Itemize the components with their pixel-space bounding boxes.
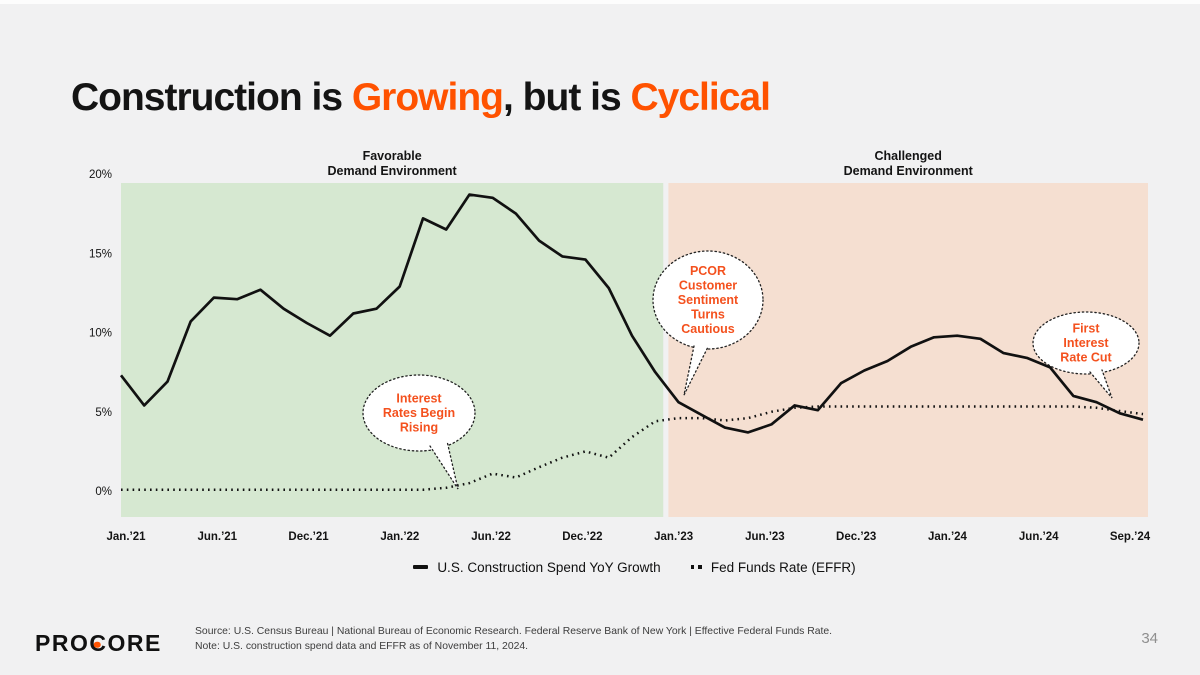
x-axis-label: Dec.’21 bbox=[288, 531, 329, 543]
legend-item-fed-funds: Fed Funds Rate (EFFR) bbox=[690, 559, 856, 575]
callout-text-interest-rates-begin-rising: Rates Begin bbox=[383, 406, 455, 420]
favorable-region-label: Demand Environment bbox=[328, 164, 458, 178]
y-axis-label: 10% bbox=[89, 328, 112, 340]
x-axis-label: Jan.’21 bbox=[107, 531, 147, 543]
logo-letter-c: C bbox=[89, 630, 107, 657]
callout-text-interest-rates-begin-rising: Interest bbox=[396, 391, 442, 405]
procore-logo: PROCORE bbox=[35, 630, 162, 657]
legend-label: U.S. Construction Spend YoY Growth bbox=[437, 559, 661, 575]
callout-bubble-pcor-customer-sentiment-turns-cautious bbox=[652, 250, 764, 350]
title-accent-segment: Cyclical bbox=[630, 76, 771, 120]
solid-line-swatch-icon bbox=[413, 565, 429, 569]
callout-text-pcor-customer-sentiment-turns-cautious: Turns bbox=[691, 308, 725, 322]
page-number: 34 bbox=[1141, 630, 1158, 647]
callout-text-pcor-customer-sentiment-turns-cautious: Customer bbox=[679, 278, 737, 292]
x-axis-label: Jan.’23 bbox=[654, 531, 693, 543]
chart-legend: U.S. Construction Spend YoY Growth Fed F… bbox=[121, 557, 1148, 577]
construction-spend-line bbox=[119, 193, 1144, 434]
y-axis-label: 0% bbox=[95, 486, 112, 498]
callout-text-first-interest-rate-cut: Rate Cut bbox=[1060, 351, 1112, 365]
y-axis-label: 20% bbox=[89, 169, 112, 181]
legend-label: Fed Funds Rate (EFFR) bbox=[710, 559, 856, 575]
x-axis-label: Jan.’24 bbox=[928, 531, 968, 543]
x-axis-label: Dec.’22 bbox=[562, 531, 602, 543]
callout-text-pcor-customer-sentiment-turns-cautious: Sentiment bbox=[678, 293, 739, 307]
x-axis-label: Jan.’22 bbox=[380, 531, 419, 543]
callout-tail-pcor-customer-sentiment-turns-cautious bbox=[683, 345, 709, 396]
legend-item-construction-spend: U.S. Construction Spend YoY Growth bbox=[413, 559, 661, 575]
logo-dot-icon bbox=[94, 641, 101, 648]
x-axis-label: Jun.’22 bbox=[471, 531, 511, 543]
title-text-segment: , but is bbox=[503, 76, 631, 120]
x-axis-label: Jun.’23 bbox=[745, 531, 785, 543]
favorable-region bbox=[121, 183, 664, 517]
challenged-region-label: Challenged bbox=[875, 149, 942, 163]
x-axis-label: Jun.’24 bbox=[1019, 531, 1059, 543]
callout-tail-first-interest-rate-cut bbox=[1089, 369, 1113, 399]
source-note: Source: U.S. Census Bureau | National Bu… bbox=[195, 625, 832, 654]
title-text-segment: Construction is bbox=[71, 76, 352, 120]
callout-text-pcor-customer-sentiment-turns-cautious: Cautious bbox=[681, 322, 735, 336]
logo-text: PRO bbox=[35, 630, 90, 656]
challenged-region-label: Demand Environment bbox=[844, 164, 974, 178]
callout-tail-interest-rates-begin-rising bbox=[429, 440, 459, 490]
note-line: Note: U.S. construction spend data and E… bbox=[195, 640, 529, 652]
favorable-region-label: Favorable bbox=[363, 149, 422, 163]
callout-text-pcor-customer-sentiment-turns-cautious: PCOR bbox=[690, 264, 726, 278]
callout-text-interest-rates-begin-rising: Rising bbox=[400, 421, 438, 435]
callout-bubble-interest-rates-begin-rising bbox=[362, 374, 476, 452]
x-axis-label: Sep.’24 bbox=[1110, 531, 1151, 543]
y-axis-label: 5% bbox=[95, 407, 112, 419]
page-title: Construction is Growing, but is Cyclical bbox=[71, 76, 771, 120]
logo-text: ORE bbox=[107, 630, 162, 656]
x-axis-label: Jun.’21 bbox=[197, 531, 237, 543]
source-line: Source: U.S. Census Bureau | National Bu… bbox=[195, 626, 833, 637]
callout-bubble-first-interest-rate-cut bbox=[1032, 311, 1140, 375]
x-axis-label: Dec.’23 bbox=[836, 531, 876, 543]
callout-text-first-interest-rate-cut: Interest bbox=[1063, 336, 1109, 350]
dotted-line-swatch-icon bbox=[690, 565, 702, 569]
top-strip bbox=[0, 0, 1200, 4]
callout-text-first-interest-rate-cut: First bbox=[1072, 321, 1100, 335]
title-accent-segment: Growing bbox=[351, 76, 504, 120]
y-axis-label: 15% bbox=[89, 248, 112, 260]
